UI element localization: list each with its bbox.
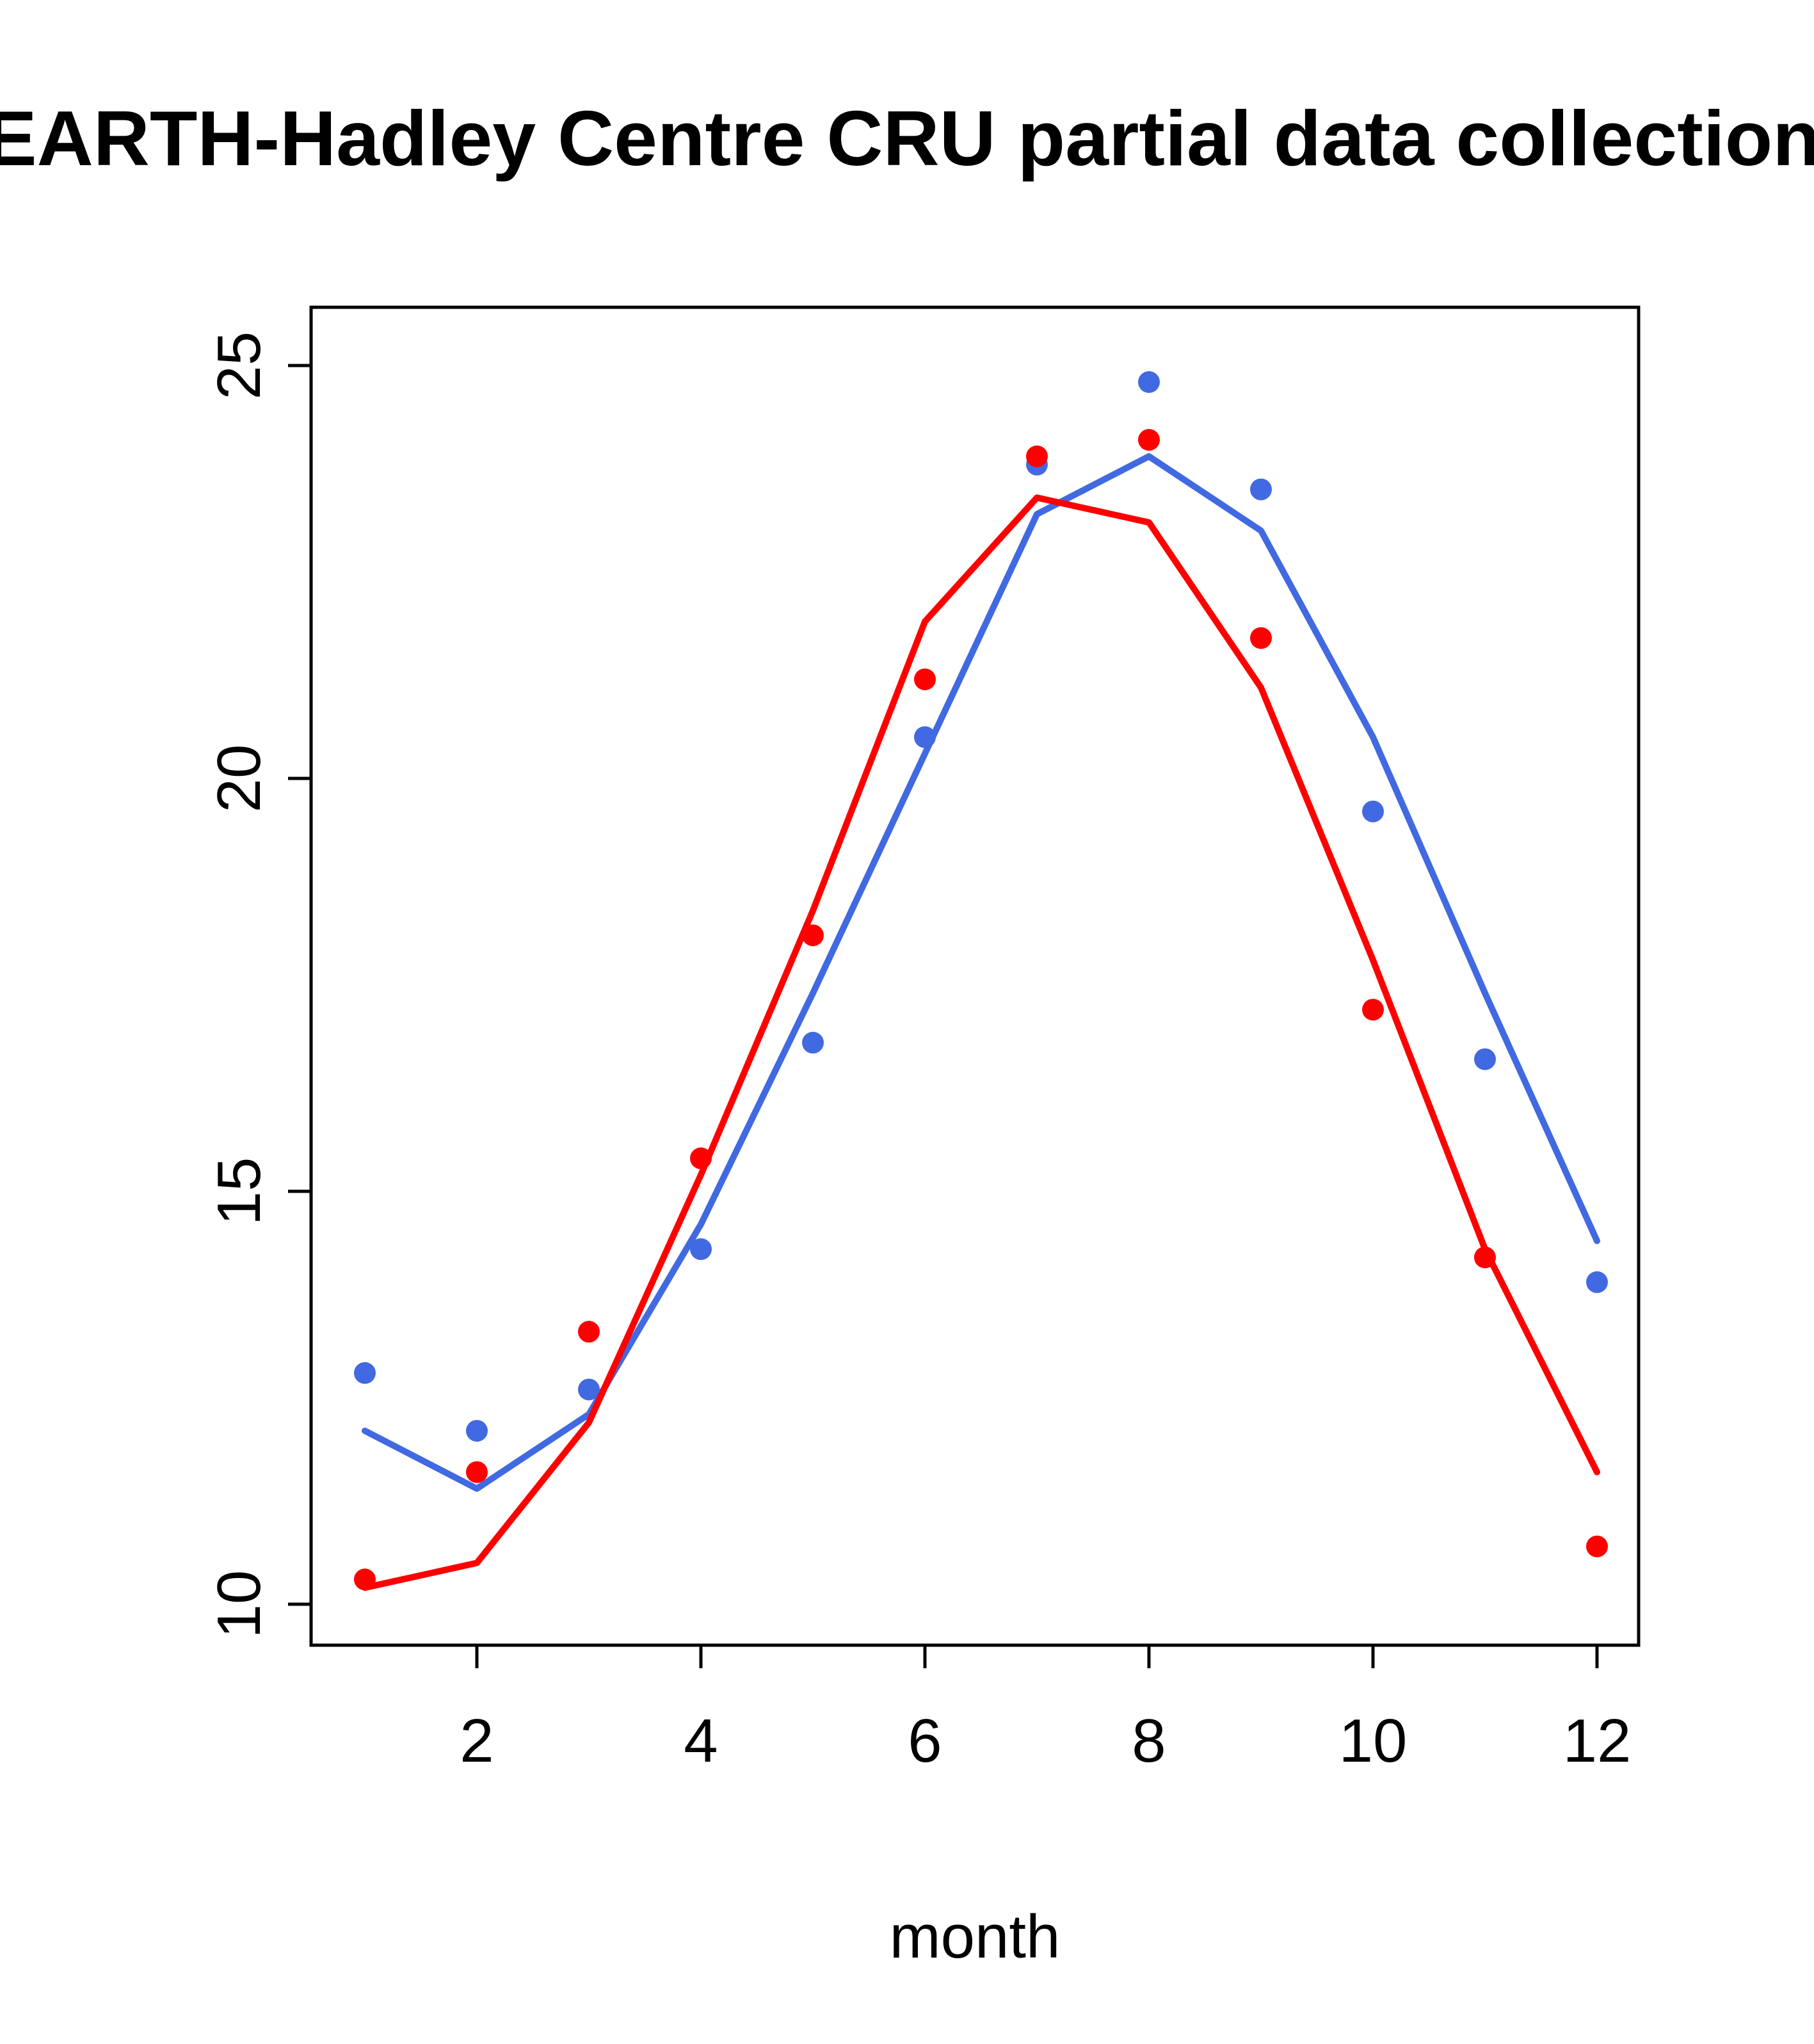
y-tick-label: 10 [205,1570,273,1639]
blue-points-marker [1250,478,1272,501]
red-points-marker [466,1461,488,1483]
red-points-marker [802,924,824,947]
plot-box [309,305,1641,1647]
x-tick-label: 12 [1563,1707,1632,1775]
chart-title: EARTH-Hadley Centre CRU partial data col… [0,95,1814,182]
red-points-marker [578,1321,600,1343]
series-red-line [362,494,1600,1591]
y-axis: 10 15 20 25 [205,332,311,1639]
blue-points-marker [1474,1048,1496,1070]
series-blue-line [362,453,1600,1492]
red-points-marker [690,1147,712,1170]
x-axis-label: month [890,1903,1061,1971]
blue-points-marker [354,1362,376,1384]
blue-points-marker [1138,371,1160,393]
series-blue-points [354,371,1608,1442]
series-red-points [354,429,1608,1591]
y-tick-label: 25 [205,332,273,400]
red-points-marker [914,668,936,691]
red-points-marker [1362,999,1384,1021]
y-tick-label: 15 [205,1157,273,1226]
blue-points-marker [578,1378,600,1401]
red-points-marker [354,1568,376,1591]
y-tick-label: 20 [205,744,273,813]
blue-points-marker [466,1420,488,1442]
x-tick-label: 2 [460,1707,494,1775]
x-axis: 2 4 6 8 10 12 [460,1645,1631,1775]
red-points-marker [1250,627,1272,649]
blue-points-marker [1362,800,1384,823]
blue-points-marker [1586,1271,1608,1293]
x-tick-label: 10 [1339,1707,1408,1775]
blue-points-marker [802,1031,824,1054]
x-tick-label: 4 [684,1707,718,1775]
red-points-marker [1474,1246,1496,1269]
red-points-marker [1586,1535,1608,1557]
red-points-marker [1138,429,1160,451]
blue-points-marker [690,1238,712,1260]
plot-series [354,371,1608,1591]
x-tick-label: 6 [908,1707,942,1775]
red-points-marker [1026,445,1048,467]
x-tick-label: 8 [1132,1707,1166,1775]
blue-points-marker [914,726,936,748]
